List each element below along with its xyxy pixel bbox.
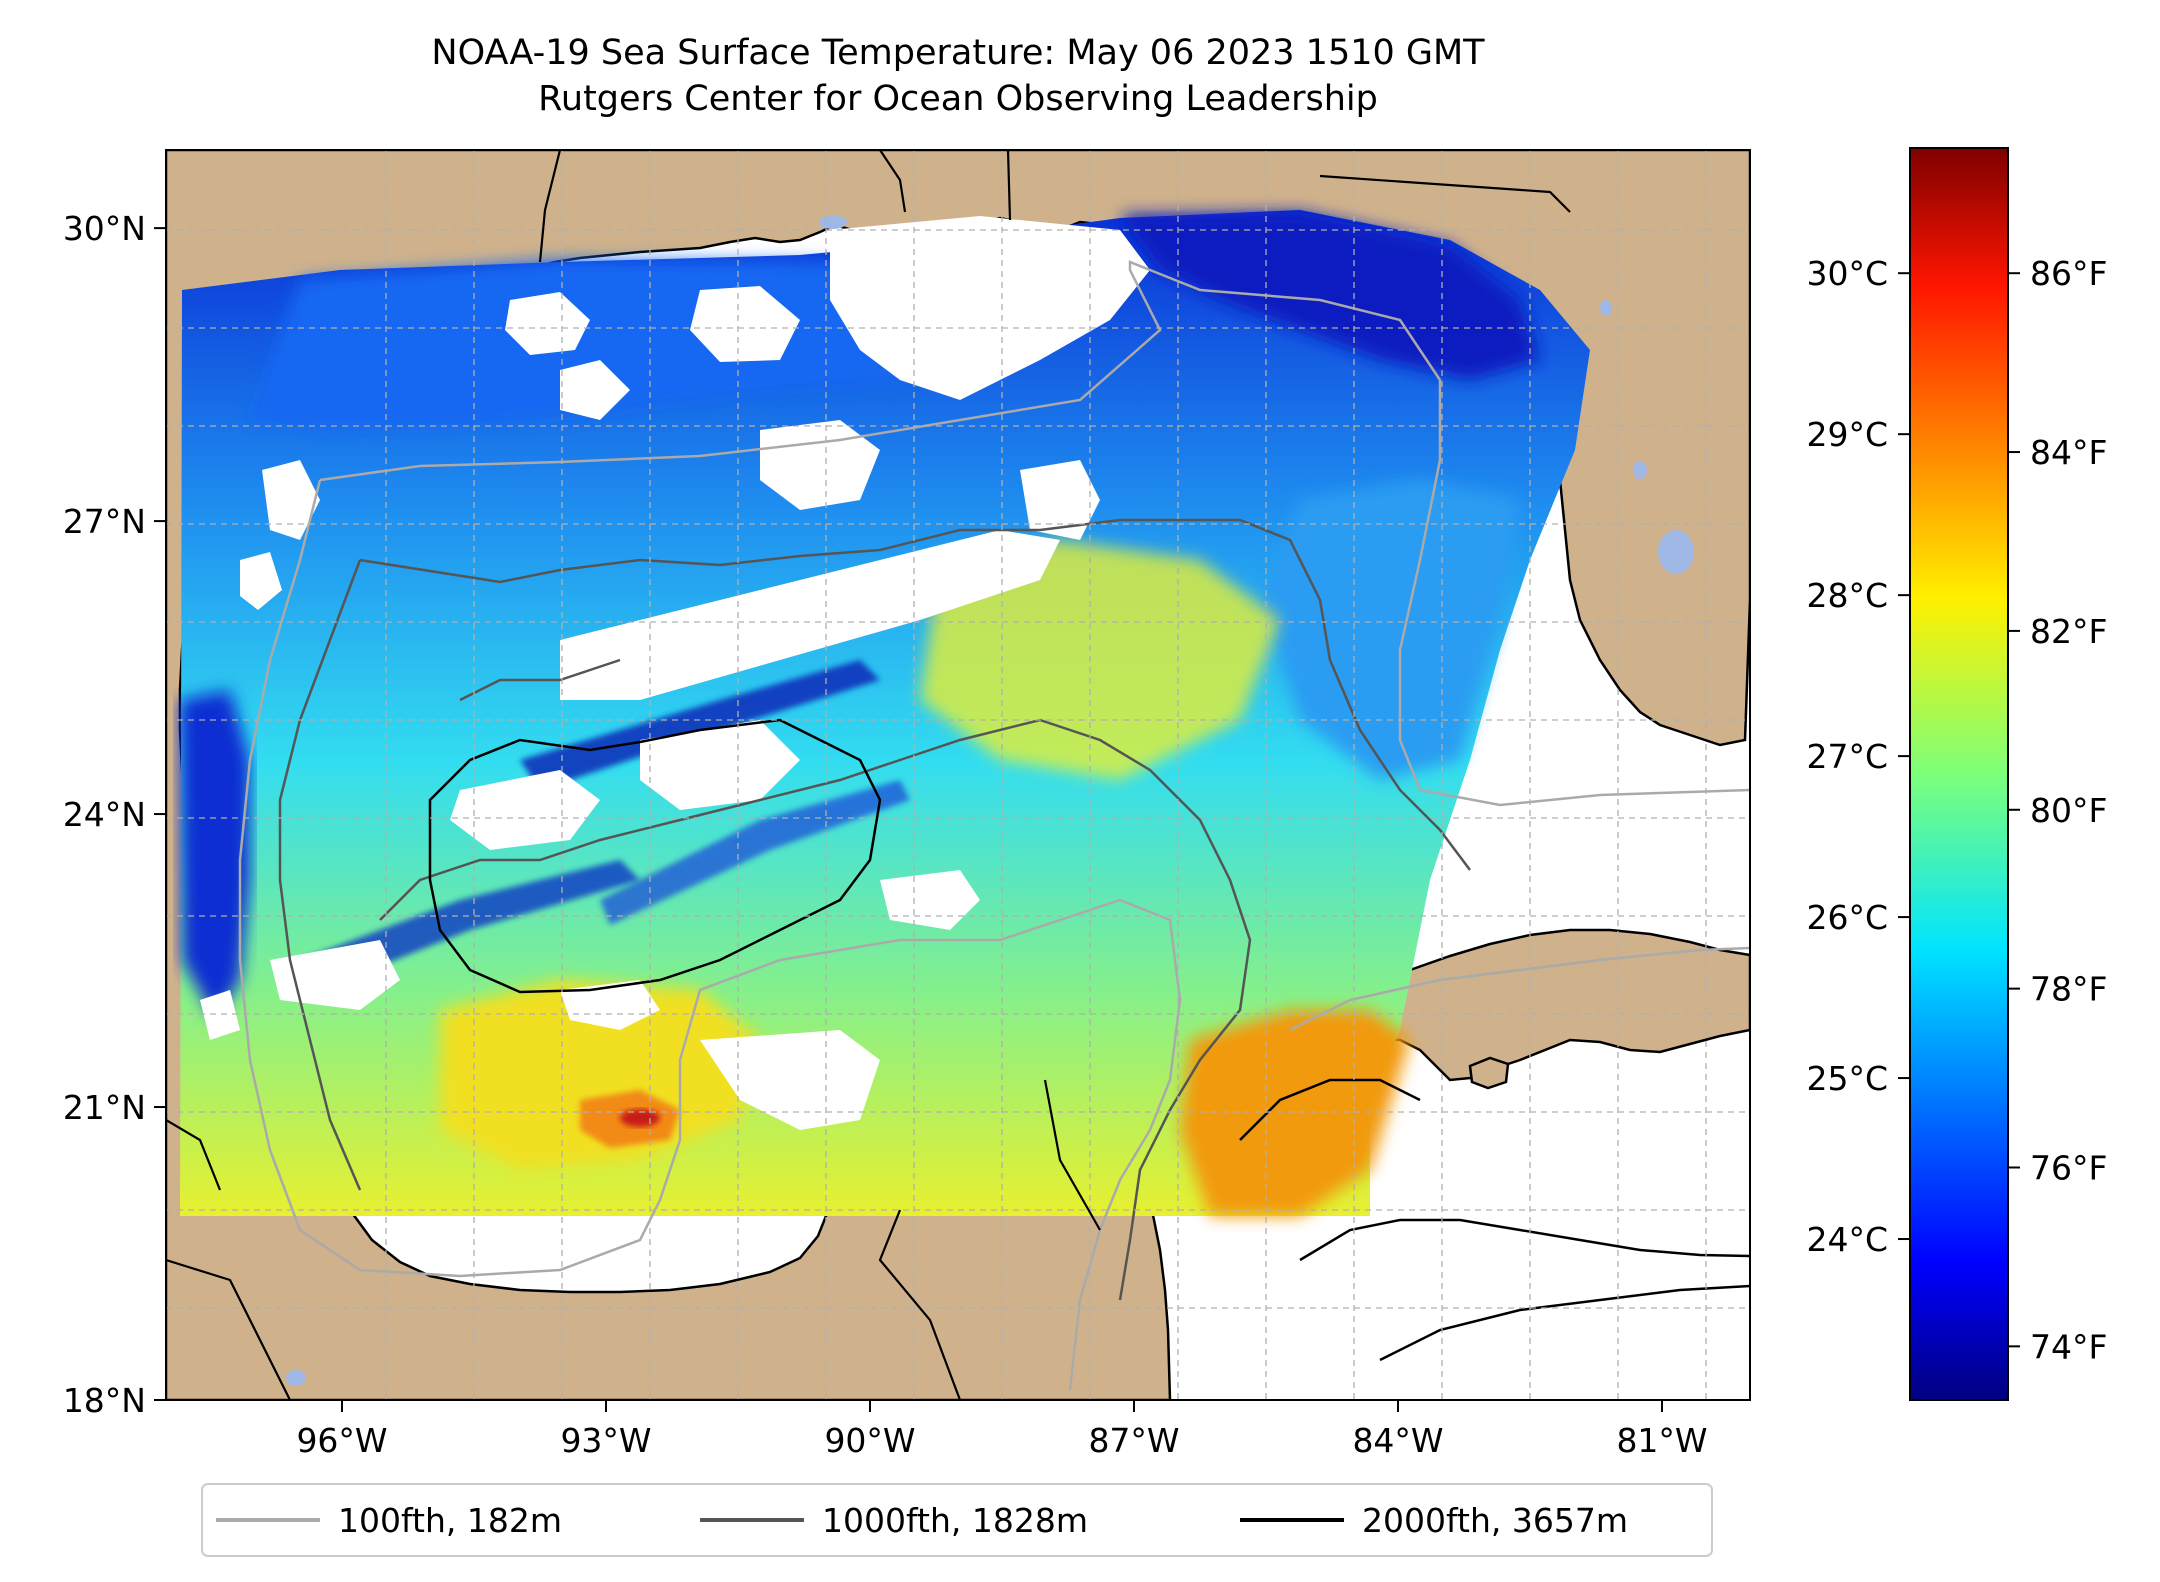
- sst-blue-east: [1260, 480, 1520, 780]
- cloud-band-central: [640, 720, 800, 810]
- cloud-mississippi-delta: [830, 216, 1150, 400]
- bathymetry-contours: [238, 260, 1750, 1391]
- cloud-texas-coast-2: [240, 552, 282, 610]
- contour-100fth: [238, 260, 1750, 1391]
- cloud-north-1: [505, 292, 590, 355]
- border-mexico-guatemala: [878, 1209, 962, 1400]
- colorbar-celsius-axis: 24°C 25°C 26°C 27°C 28°C 29°C 30°C: [1806, 254, 1910, 1259]
- y-tick-label-1: 21°N: [63, 1088, 146, 1127]
- cloud-diagonal-band: [560, 530, 1060, 700]
- gridlines: [166, 150, 1750, 1400]
- sst-dark-streak-3: [600, 780, 910, 925]
- cloud-south-east: [880, 870, 980, 930]
- contour-2000fth: [428, 718, 1750, 1362]
- c-tick-label-5: 29°C: [1806, 415, 1888, 454]
- contour-1000fth: [278, 518, 1471, 1301]
- colorbar-fahrenheit-axis: 74°F 76°F 78°F 80°F 82°F 84°F 86°F: [2008, 254, 2107, 1366]
- sst-deep-blue-northeast: [1120, 212, 1540, 380]
- y-tick-label-0: 18°N: [63, 1381, 146, 1420]
- x-tick-label-1: 93°W: [560, 1421, 651, 1460]
- f-tick-label-0: 74°F: [2030, 1327, 2107, 1366]
- c-tick-label-1: 25°C: [1806, 1059, 1888, 1098]
- x-tick-label-5: 81°W: [1616, 1421, 1707, 1460]
- sst-blue-west-coast: [180, 690, 250, 1020]
- cloud-mask: [200, 216, 1150, 1130]
- map-title-line1: NOAA-19 Sea Surface Temperature: May 06 …: [431, 33, 1485, 73]
- c-tick-label-2: 26°C: [1806, 898, 1888, 937]
- border-yucatan-states: [1043, 1079, 1101, 1231]
- y-tick-label-2: 24°N: [63, 795, 146, 834]
- y-tick-label-4: 30°N: [63, 209, 146, 248]
- cloud-north-2: [690, 286, 800, 362]
- colorbar-gradient: [1909, 147, 2009, 1401]
- border-ms-al: [1006, 150, 1012, 221]
- border-fl-al: [1319, 174, 1571, 213]
- sst-orange-yucatan-channel: [1180, 1010, 1410, 1216]
- x-tick-label-2: 90°W: [824, 1421, 915, 1460]
- x-tick-label-4: 84°W: [1352, 1421, 1443, 1460]
- lake-small-1: [1633, 461, 1647, 479]
- legend-label-100fth: 100fth, 182m: [338, 1501, 562, 1540]
- cloud-central-east: [1020, 460, 1100, 540]
- sst-field: [180, 210, 1590, 1216]
- f-tick-label-4: 82°F: [2030, 612, 2107, 651]
- x-tick-label-3: 87°W: [1088, 1421, 1179, 1460]
- cloud-west-coast-small: [200, 990, 240, 1040]
- land-isle-of-youth: [1468, 1056, 1510, 1090]
- map-frame: [165, 149, 1751, 1401]
- x-axis: 96°W 93°W 90°W 87°W 84°W 81°W: [296, 1400, 1708, 1460]
- f-tick-label-6: 86°F: [2030, 254, 2107, 293]
- map-panel: [166, 150, 1750, 1400]
- f-tick-label-5: 84°F: [2030, 433, 2107, 472]
- sst-base-band: [180, 210, 1590, 1216]
- y-tick-label-3: 27°N: [63, 502, 146, 541]
- c-tick-label-6: 30°C: [1806, 254, 1888, 293]
- lake-pontchartrain: [819, 215, 847, 229]
- border-mexico-states-2: [166, 1119, 222, 1191]
- f-tick-label-2: 78°F: [2030, 970, 2107, 1009]
- legend-label-1000fth: 1000fth, 1828m: [822, 1501, 1088, 1540]
- cloud-south-central: [700, 1030, 880, 1130]
- cloud-central-north: [760, 420, 880, 510]
- c-tick-label-3: 27°C: [1806, 737, 1888, 776]
- cloud-southwest-1: [270, 940, 400, 1010]
- legend: 100fth, 182m 1000fth, 1828m 2000fth, 365…: [201, 1483, 1713, 1557]
- legend-label-2000fth: 2000fth, 3657m: [1362, 1501, 1628, 1540]
- border-la-ms: [879, 150, 907, 213]
- cloud-southwest-2: [560, 980, 660, 1030]
- map-title-line2: Rutgers Center for Ocean Observing Leade…: [538, 79, 1378, 119]
- c-tick-label-4: 28°C: [1806, 576, 1888, 615]
- lakes: [286, 215, 1694, 1386]
- legend-box: [201, 1483, 1713, 1557]
- f-tick-label-3: 80°F: [2030, 791, 2107, 830]
- lake-mexico: [286, 1370, 306, 1386]
- cloud-texas-coast-1: [262, 460, 320, 540]
- x-tick-label-0: 96°W: [296, 1421, 387, 1460]
- borders: [166, 150, 1571, 1400]
- sst-dark-streak-1: [520, 660, 880, 790]
- border-tx-la: [538, 150, 562, 263]
- y-axis: 18°N 21°N 24°N 27°N 30°N: [63, 209, 166, 1420]
- f-tick-label-1: 76°F: [2030, 1148, 2107, 1187]
- c-tick-label-0: 24°C: [1806, 1220, 1888, 1259]
- lake-small-2: [1600, 300, 1612, 316]
- border-mexico-states-1: [166, 1258, 291, 1400]
- colorbar: 74°F 76°F 78°F 80°F 82°F 84°F 86°F 24°C 25°C 26°…: [1806, 147, 2107, 1401]
- lake-okeechobee: [1658, 530, 1694, 574]
- cloud-north-3: [560, 360, 630, 420]
